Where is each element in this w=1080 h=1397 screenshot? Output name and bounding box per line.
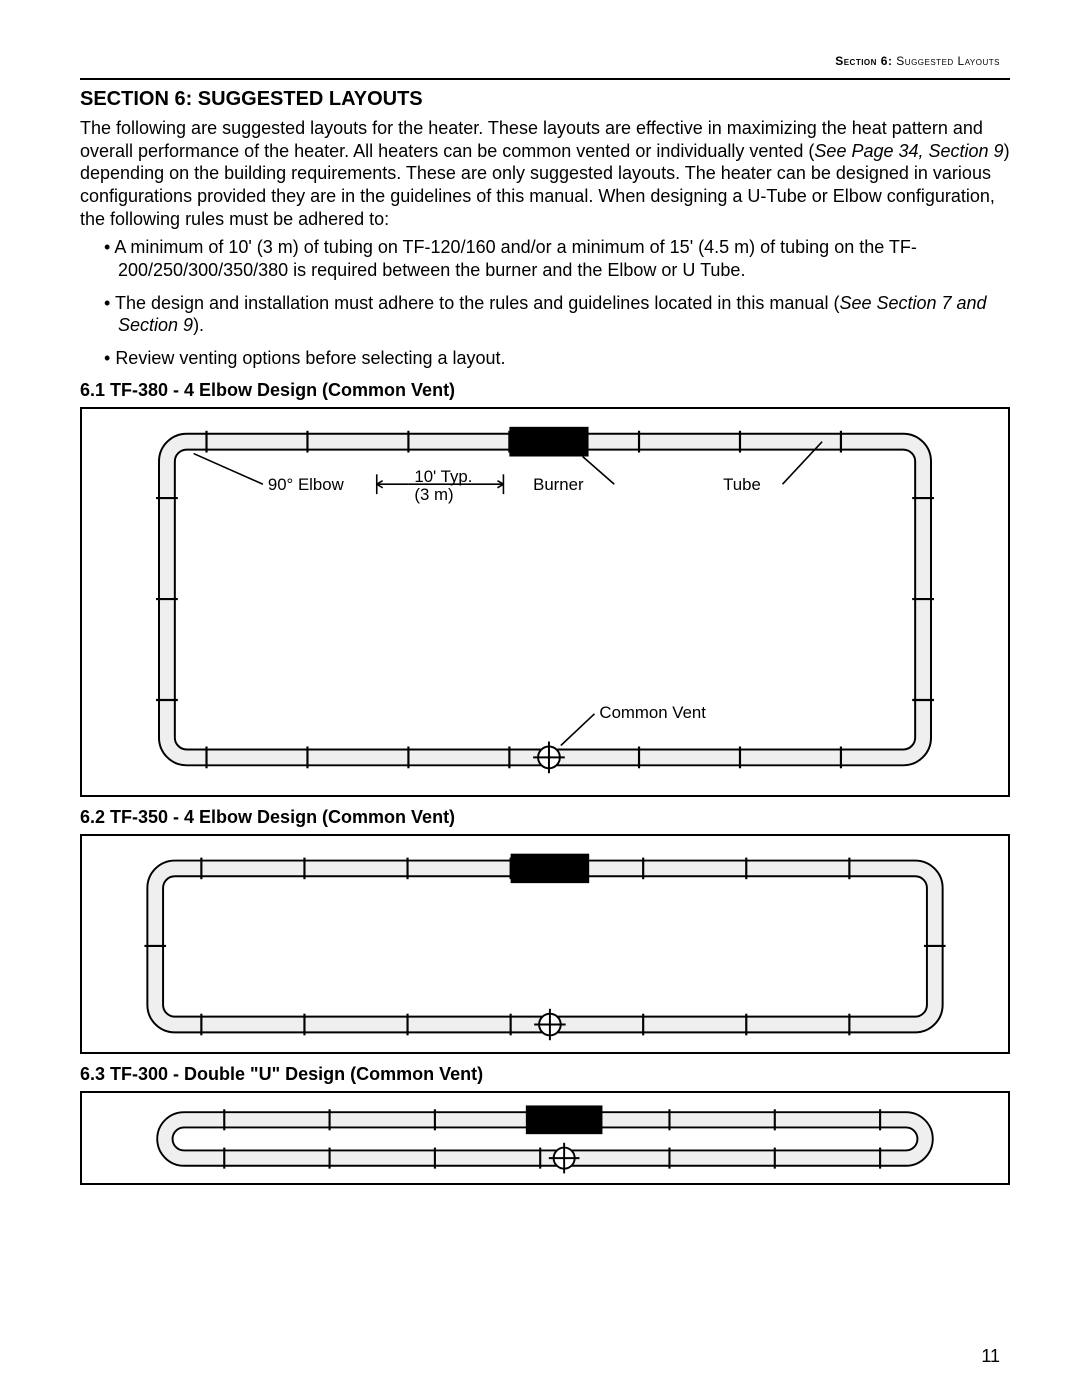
svg-text:10' Typ.: 10' Typ.: [414, 467, 472, 486]
svg-text:Burner: Burner: [533, 475, 584, 494]
svg-text:(3 m): (3 m): [414, 485, 453, 504]
intro-ref: See Page 34, Section 9: [814, 141, 1003, 161]
svg-text:Common Vent: Common Vent: [599, 703, 706, 722]
section-heading: SECTION 6: SUGGESTED LAYOUTS: [80, 88, 1010, 111]
bullet-item: A minimum of 10' (3 m) of tubing on TF-1…: [104, 236, 1010, 281]
running-head: Section 6: Suggested Layouts: [835, 54, 1000, 68]
diagram-heading-1: 6.1 TF-380 - 4 Elbow Design (Common Vent…: [80, 380, 1010, 401]
page: Section 6: Suggested Layouts SECTION 6: …: [0, 0, 1080, 1397]
bullet-text: Review venting options before selecting …: [115, 348, 505, 368]
bullet-list: A minimum of 10' (3 m) of tubing on TF-1…: [104, 236, 1010, 369]
svg-text:90° Elbow: 90° Elbow: [268, 475, 345, 494]
top-rule: [80, 78, 1010, 80]
diagram-6-1: 90° Elbow 10' Typ.(3 m) Burner Tube Common V…: [80, 407, 1010, 797]
running-head-section: Section 6:: [835, 54, 892, 68]
bullet-item: The design and installation must adhere …: [104, 292, 1010, 337]
bullet-text-b: ).: [193, 315, 204, 335]
bullet-item: Review venting options before selecting …: [104, 347, 1010, 370]
diagram-6-2: [80, 834, 1010, 1054]
bullet-text: A minimum of 10' (3 m) of tubing on TF-1…: [114, 237, 917, 280]
page-number: 11: [981, 1346, 1000, 1367]
intro-paragraph: The following are suggested layouts for …: [80, 117, 1010, 230]
diagram-6-3: [80, 1091, 1010, 1185]
svg-text:Tube: Tube: [723, 475, 761, 494]
diagram-heading-2: 6.2 TF-350 - 4 Elbow Design (Common Vent…: [80, 807, 1010, 828]
running-head-title: Suggested Layouts: [896, 54, 1000, 68]
diagram-heading-3: 6.3 TF-300 - Double "U" Design (Common V…: [80, 1064, 1010, 1085]
bullet-text: The design and installation must adhere …: [115, 293, 839, 313]
